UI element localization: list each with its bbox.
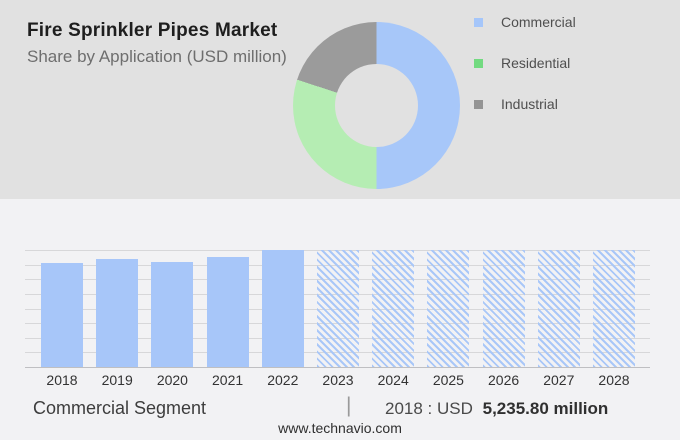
legend-swatch-industrial [474, 99, 483, 109]
bar-chart: 2018 2019 2020 2021 2022 2023 2024 2025 2026 2027… [0, 199, 680, 440]
legend-label: Industrial [501, 96, 558, 112]
x-tick-label-2026: 2026 [488, 372, 520, 388]
bar-2024-forecast [372, 250, 415, 367]
website-url: www.technavio.com [278, 420, 402, 436]
legend-label: Residential [501, 55, 571, 71]
x-tick-label-2022: 2022 [267, 372, 299, 388]
bar-2018 [41, 263, 83, 367]
bar-2021 [206, 257, 249, 367]
footer-separator: | [346, 394, 352, 417]
anchor-value: 2018 : USD 5,235.80 million [385, 399, 608, 419]
x-tick-label-2019: 2019 [101, 372, 133, 388]
bar-2023-forecast [317, 250, 359, 367]
segment-label: Commercial Segment [33, 398, 207, 418]
bar-2027-forecast [537, 250, 580, 367]
header-section: Fire Sprinkler Pipes Market Share by App… [0, 0, 680, 199]
bar-2022 [261, 250, 304, 367]
x-tick-label-2020: 2020 [156, 372, 188, 388]
bar-2020 [151, 262, 194, 367]
x-tick-label-2018: 2018 [46, 372, 78, 388]
x-tick-label-2028: 2028 [598, 372, 630, 388]
x-axis-line [25, 367, 650, 368]
anchor-value-amount: 5,235.80 million [482, 399, 609, 418]
page-subtitle: Share by Application (USD million) [27, 47, 287, 66]
bar-2026-forecast [482, 250, 525, 367]
donut-legend: Commercial Residential Industrial [474, 13, 576, 136]
x-tick-label-2021: 2021 [212, 372, 244, 388]
anchor-value-prefix: 2018 : USD [385, 399, 473, 418]
legend-item-residential: Residential [474, 54, 576, 72]
legend-swatch-residential [474, 58, 483, 68]
x-tick-label-2027: 2027 [543, 372, 575, 388]
x-tick-label-2025: 2025 [432, 372, 464, 388]
donut-hole [335, 64, 418, 147]
x-tick-label-2024: 2024 [377, 372, 409, 388]
bar-2025-forecast [427, 250, 470, 367]
bar-2019 [96, 259, 139, 367]
page-title: Fire Sprinkler Pipes Market [27, 20, 278, 41]
x-tick-label-2023: 2023 [322, 372, 354, 388]
legend-item-industrial: Industrial [474, 95, 576, 113]
bar-2028-forecast [593, 250, 635, 367]
legend-label: Commercial [501, 14, 576, 30]
legend-item-commercial: Commercial [474, 13, 576, 31]
donut-chart [293, 22, 460, 189]
legend-swatch-commercial [474, 17, 483, 27]
